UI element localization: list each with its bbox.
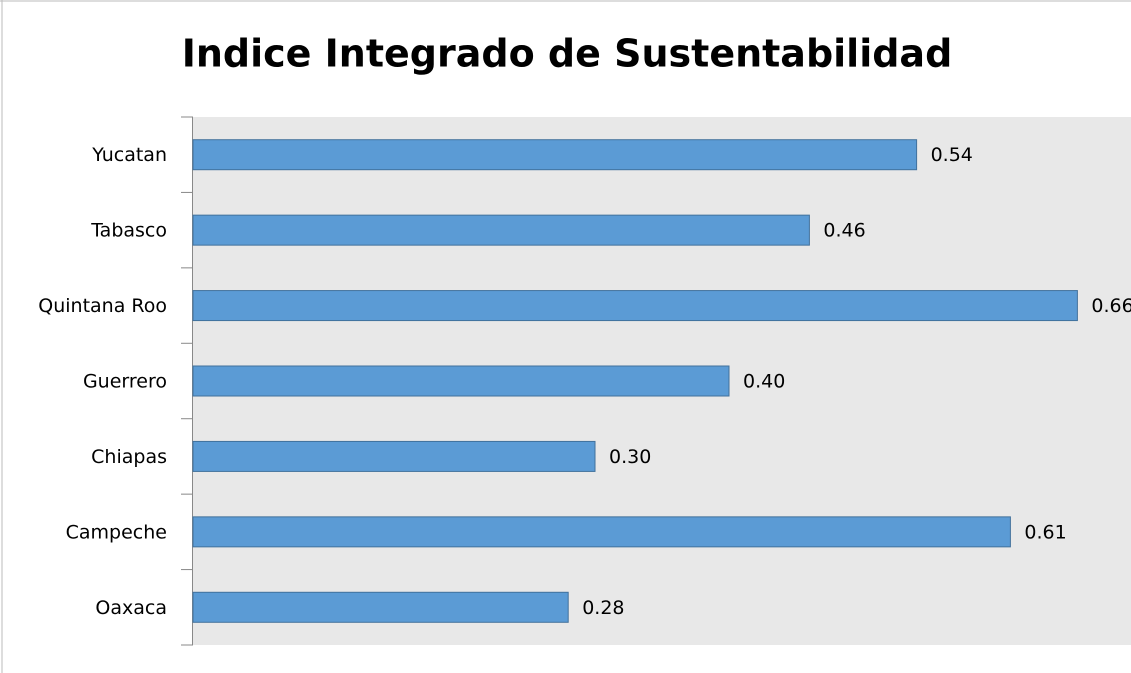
chart-title: Indice Integrado de Sustentabilidad: [182, 32, 953, 76]
bar: [192, 214, 810, 246]
bar: [192, 139, 918, 171]
data-label: 0.54: [931, 144, 973, 166]
y-tick-label: Tabasco: [90, 220, 167, 242]
bar: [192, 516, 1011, 548]
bar: [192, 591, 569, 623]
data-label: 0.46: [823, 220, 865, 242]
y-tick-label: Yucatan: [91, 144, 167, 166]
bar: [192, 440, 596, 472]
bar: [192, 290, 1078, 322]
data-label: 0.40: [743, 371, 785, 393]
bar: [192, 365, 730, 397]
y-tick-label: Oaxaca: [95, 597, 167, 619]
y-tick-label: Quintana Roo: [38, 295, 167, 317]
data-label: 0.66: [1091, 295, 1131, 317]
y-tick-label: Guerrero: [83, 371, 167, 393]
data-label: 0.61: [1024, 521, 1066, 543]
data-label: 0.30: [609, 446, 651, 468]
y-tick-label: Campeche: [66, 521, 167, 543]
y-tick-label: Chiapas: [91, 446, 167, 468]
data-label: 0.28: [582, 597, 624, 619]
